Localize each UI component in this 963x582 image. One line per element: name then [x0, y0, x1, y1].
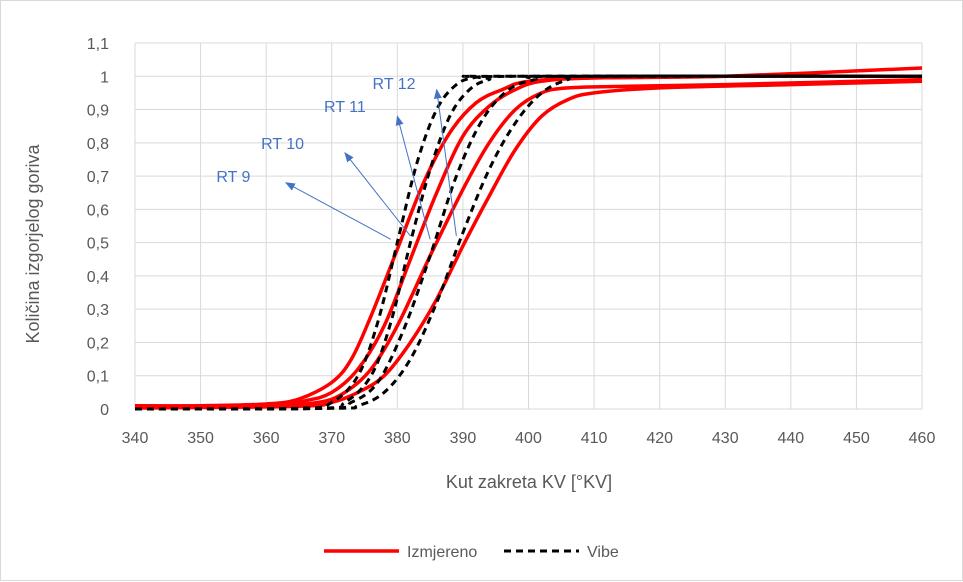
annotation-arrow — [284, 182, 392, 240]
x-tick-label: 410 — [581, 430, 608, 447]
annotation-label: RT 10 — [261, 136, 304, 153]
measured-series-line — [134, 79, 923, 410]
tick-labels: 340 350 360 370 380 390 400 410 420 430 440 450 460 0… — [87, 36, 936, 447]
x-tick-label: 440 — [777, 430, 804, 447]
grid — [134, 42, 923, 410]
x-tick-label: 340 — [122, 430, 149, 447]
annotations: RT 9 RT 10 RT 11 RT 12 — [216, 76, 457, 240]
series — [134, 66, 923, 411]
x-tick-label: 360 — [253, 430, 280, 447]
y-tick-label: 0,5 — [87, 236, 109, 253]
x-tick-label: 350 — [187, 430, 214, 447]
annotation-label: RT 11 — [324, 99, 366, 116]
x-tick-label: 370 — [318, 430, 345, 447]
y-axis-title: Količina izgorjelog goriva — [23, 143, 43, 343]
annotation-label: RT 9 — [216, 169, 250, 186]
x-tick-label: 430 — [712, 430, 739, 447]
vibe-series-line — [134, 74, 923, 411]
y-tick-label: 0,6 — [87, 202, 109, 219]
legend-label-vibe: Vibe — [587, 544, 619, 561]
vibe-series-line — [134, 74, 923, 411]
x-tick-label: 460 — [909, 430, 936, 447]
legend: Izmjereno Vibe — [324, 544, 619, 561]
annotation-label: RT 12 — [373, 76, 416, 93]
annotation-arrow — [433, 88, 457, 237]
x-tick-label: 400 — [515, 430, 542, 447]
y-tick-label: 0 — [100, 402, 109, 419]
y-tick-label: 0,3 — [87, 302, 109, 319]
y-tick-label: 1,1 — [87, 36, 109, 53]
x-tick-label: 420 — [646, 430, 673, 447]
x-axis-title: Kut zakreta KV [°KV] — [446, 472, 612, 492]
x-tick-label: 450 — [843, 430, 870, 447]
vibe-series-line — [134, 74, 923, 411]
annotation-arrow — [395, 115, 431, 240]
measured-series-line — [134, 77, 923, 410]
y-tick-label: 0,2 — [87, 335, 109, 352]
y-tick-label: 0,9 — [87, 103, 109, 120]
x-tick-label: 380 — [384, 430, 411, 447]
annotation-arrow — [344, 152, 411, 237]
y-tick-label: 0,1 — [87, 369, 109, 386]
vibe-series-line — [134, 74, 923, 411]
y-tick-label: 0,7 — [87, 169, 109, 186]
y-tick-label: 1 — [100, 69, 109, 86]
x-tick-label: 390 — [450, 430, 477, 447]
y-tick-label: 0,8 — [87, 136, 109, 153]
legend-label-measured: Izmjereno — [407, 544, 477, 561]
y-tick-label: 0,4 — [87, 269, 109, 286]
